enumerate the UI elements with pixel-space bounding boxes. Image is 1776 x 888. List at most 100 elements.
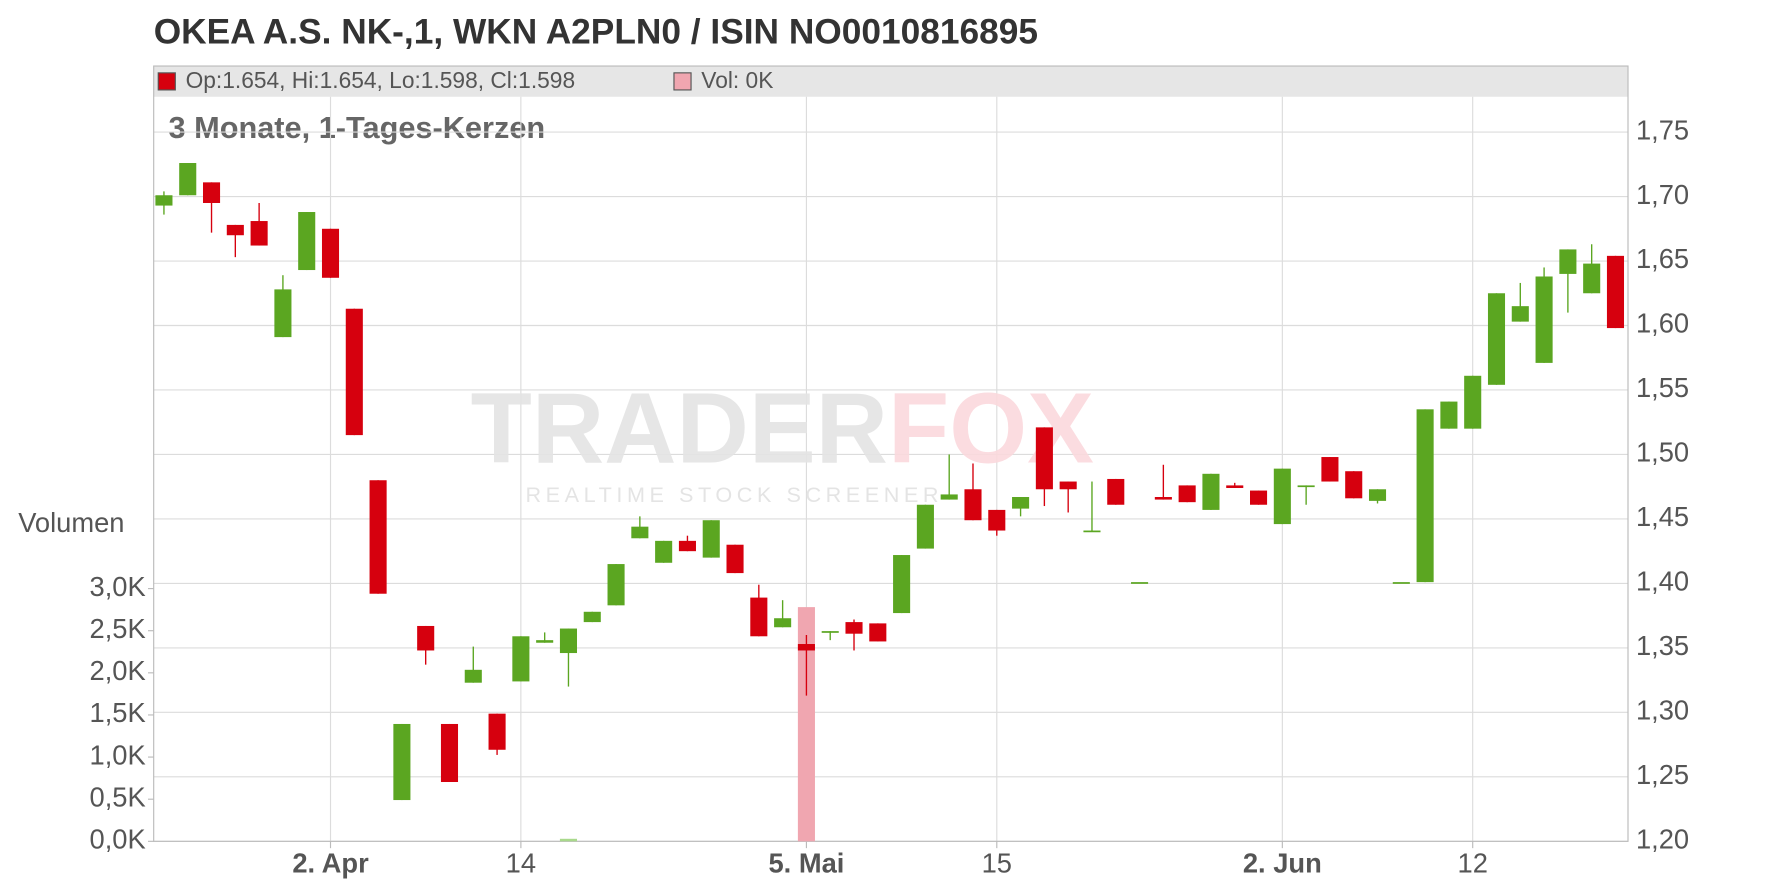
- y-tick-label: 1,55: [1636, 372, 1689, 403]
- legend-volume: Vol: 0K: [701, 67, 773, 93]
- legend-price: Op:1.654, Hi:1.654, Lo:1.598, Cl:1.598: [186, 67, 576, 93]
- y-tick-label: 1,30: [1636, 695, 1689, 726]
- candle-body: [1083, 530, 1101, 533]
- candle-body: [155, 195, 173, 206]
- x-tick-label: 2. Jun: [1243, 847, 1322, 878]
- x-tick-label: 14: [506, 847, 536, 878]
- candle-body: [1250, 490, 1268, 505]
- y-tick-label: 1,60: [1636, 308, 1689, 339]
- candle-body: [821, 631, 839, 633]
- candle-body: [1559, 249, 1577, 274]
- chart-subtitle: 3 Monate, 1-Tages-Kerzen: [168, 110, 545, 145]
- y2-tick-label: 0,0K: [90, 824, 146, 855]
- candle-body: [655, 540, 673, 563]
- candle-body: [631, 526, 649, 539]
- candle-body: [417, 625, 435, 651]
- x-tick-label: 5. Mai: [768, 847, 844, 878]
- legend-bar: [153, 66, 1629, 97]
- chart-title: OKEA A.S. NK-,1, WKN A2PLN0 / ISIN NO001…: [154, 12, 1038, 51]
- candle-body: [940, 494, 958, 500]
- candle-body: [369, 480, 387, 594]
- candle-body: [202, 182, 221, 203]
- candle-body: [845, 622, 863, 634]
- candle-body: [607, 564, 625, 606]
- watermark: FOX: [888, 372, 1094, 484]
- y2-tick-label: 2,0K: [90, 655, 146, 686]
- candle-body: [536, 640, 554, 643]
- candle-body: [1416, 409, 1434, 583]
- candle-body: [226, 224, 244, 236]
- y-tick-label: 1,35: [1636, 630, 1689, 661]
- y2-tick-label: 3,0K: [90, 571, 146, 602]
- candle-body: [1606, 255, 1625, 329]
- candle-body: [1487, 293, 1506, 385]
- y-tick-label: 1,65: [1636, 243, 1689, 274]
- volume-bar: [797, 607, 815, 842]
- candle-body: [1202, 473, 1220, 510]
- watermark: TRADER: [471, 372, 888, 484]
- y2-tick-label: 1,5K: [90, 697, 146, 728]
- candle-body: [583, 611, 601, 623]
- candle-body: [1297, 485, 1315, 488]
- candle-body: [750, 597, 768, 637]
- candle-body: [298, 212, 316, 271]
- candle-body: [964, 489, 982, 521]
- y-tick-label: 1,25: [1636, 759, 1689, 790]
- y-tick-label: 1,70: [1636, 179, 1689, 210]
- candle-body: [869, 623, 887, 642]
- candle-body: [274, 289, 292, 338]
- candle-body: [1154, 497, 1172, 500]
- candle-body: [488, 713, 506, 750]
- volume-axis-label: Volumen: [18, 507, 124, 538]
- candle-body: [250, 221, 268, 246]
- candle-body: [797, 644, 815, 651]
- candle-body: [1012, 497, 1030, 509]
- y-tick-label: 1,20: [1636, 824, 1689, 855]
- y2-tick-label: 1,0K: [90, 739, 146, 770]
- candle-body: [1345, 471, 1363, 499]
- candle-body: [1368, 489, 1387, 501]
- candle-body: [512, 636, 530, 682]
- candle-body: [559, 628, 578, 654]
- y2-tick-label: 0,5K: [90, 781, 146, 812]
- candle-body: [464, 669, 482, 683]
- candle-body: [179, 163, 197, 196]
- candle-body: [988, 509, 1006, 531]
- candle-body: [1226, 485, 1244, 488]
- candle-body: [1321, 457, 1339, 482]
- candle-body: [321, 228, 340, 278]
- legend-swatch: [673, 72, 692, 91]
- candle-body: [440, 723, 459, 783]
- candle-body: [1392, 582, 1410, 584]
- candle-body: [1107, 478, 1125, 505]
- volume-bar: [559, 838, 578, 842]
- candle-body: [893, 555, 911, 614]
- x-tick-label: 15: [982, 847, 1012, 878]
- candle-body: [1464, 375, 1482, 429]
- candle-body: [1583, 263, 1601, 294]
- candle-body: [774, 618, 792, 628]
- plot-frame: [153, 65, 1629, 842]
- candle-body: [1131, 582, 1149, 584]
- y-tick-label: 1,50: [1636, 437, 1689, 468]
- candle-body: [702, 520, 720, 558]
- y-tick-label: 1,45: [1636, 501, 1689, 532]
- candle-body: [1035, 427, 1053, 490]
- candle-body: [1535, 276, 1553, 363]
- candle-body: [1178, 485, 1196, 503]
- candle-body: [916, 504, 934, 549]
- y2-tick-label: 2,5K: [90, 613, 146, 644]
- x-tick-label: 2. Apr: [292, 847, 369, 878]
- candle-body: [1059, 481, 1077, 490]
- candle-body: [345, 308, 363, 436]
- candle-body: [393, 723, 411, 801]
- legend-swatch: [157, 72, 176, 91]
- candle-body: [726, 544, 744, 574]
- candle-body: [1440, 401, 1458, 429]
- candle-body: [678, 540, 696, 552]
- candle-body: [1511, 306, 1529, 322]
- y-tick-label: 1,40: [1636, 566, 1689, 597]
- watermark-sub: REALTIME STOCK SCREENER: [526, 482, 944, 507]
- candle-body: [1273, 468, 1291, 525]
